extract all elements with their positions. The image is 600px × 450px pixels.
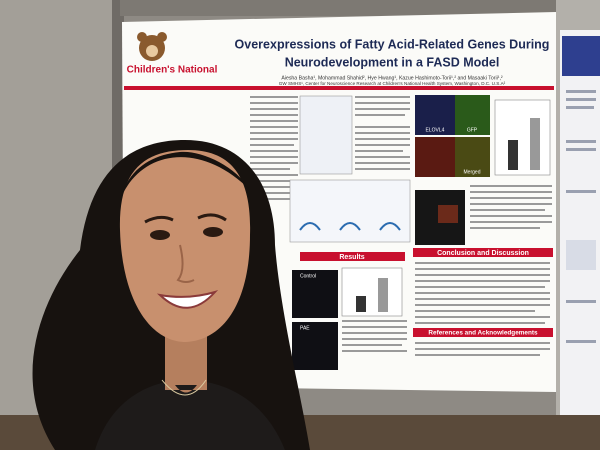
smile: [156, 290, 219, 309]
section-header-bar: [300, 252, 405, 261]
micrograph: [455, 95, 490, 135]
necklace: [161, 379, 207, 396]
title-line: Overexpressions of Fatty Acid-Related Ge…: [235, 37, 550, 51]
section-header-bar: [413, 328, 553, 337]
eye: [203, 227, 223, 237]
micrograph: [292, 270, 338, 318]
section-header: Conclusion and Discussion: [437, 250, 529, 257]
figure-label: GFP: [467, 127, 478, 133]
figure-label: ELOVL4: [426, 127, 445, 133]
shirt: [95, 380, 285, 450]
logo: Children's National: [127, 32, 218, 76]
section-header-bar: [413, 248, 553, 257]
figure-label: Control: [300, 273, 316, 279]
header-rule: [124, 86, 554, 90]
neighbor-poster: [560, 30, 600, 415]
body-text: [250, 96, 552, 356]
neighbor-header: [562, 36, 600, 76]
diagram: [289, 179, 411, 243]
bar-chart-figure: [341, 267, 403, 317]
section-header: Results: [339, 254, 364, 261]
figure-bar: [356, 296, 366, 312]
micrograph: [292, 322, 338, 370]
affiliation: GW SMHS¹, Center for Neuroscience Resear…: [279, 81, 506, 86]
section-header: References and Acknowledgements: [428, 330, 538, 337]
neckline: [165, 365, 207, 393]
micrograph: [415, 95, 455, 135]
logo-text: Children's National: [127, 65, 218, 76]
figure-bar: [530, 118, 540, 170]
diagram: [299, 95, 353, 175]
figure-label: PAE: [300, 325, 310, 331]
micrograph: [438, 205, 458, 223]
diagram-shape: [299, 222, 401, 231]
eyebrow: [144, 213, 227, 224]
board-top: [120, 0, 560, 16]
hair-fringe: [120, 151, 250, 200]
figure-bar: [508, 140, 518, 170]
figure-bar: [378, 278, 388, 312]
eye: [150, 230, 170, 240]
bar-chart-figure: [494, 99, 551, 176]
nose: [176, 244, 195, 283]
micrograph: [415, 137, 455, 177]
figure-label: Merged: [464, 169, 481, 175]
micrograph: [455, 137, 490, 177]
face: [119, 150, 251, 342]
authors: Aiesha Basha¹, Mohammad Shahid², Hye Hwa…: [281, 75, 503, 81]
neighbor-text: [566, 90, 596, 343]
title-line: Neurodevelopment in a FASD Model: [285, 55, 500, 69]
